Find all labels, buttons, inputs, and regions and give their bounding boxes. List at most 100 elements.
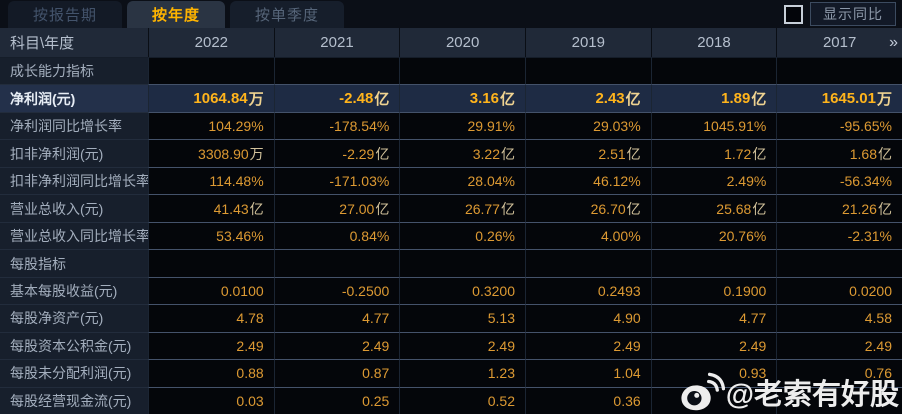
value-cell: 1.04 bbox=[524, 359, 651, 387]
unit-suffix: 亿 bbox=[752, 200, 767, 217]
value-cell: 4.90 bbox=[524, 304, 651, 332]
value-cell: 104.29% bbox=[148, 111, 274, 140]
year-header-2021: 2021 bbox=[273, 28, 400, 57]
table-row: 每股经营现金流(元) 0.03 0.25 0.52 0.36 bbox=[0, 386, 902, 414]
value-cell bbox=[273, 57, 400, 85]
unit-suffix: 亿 bbox=[249, 200, 264, 217]
tab-report-period[interactable]: 按报告期 bbox=[8, 1, 123, 28]
corner-label: 科目\年度 bbox=[10, 35, 75, 52]
value-cell: 29.03% bbox=[524, 111, 651, 140]
row-label: 扣非净利润(元) bbox=[0, 139, 148, 167]
table-row: 扣非净利润同比增长率 114.48% -171.03% 28.04% 46.12% 2.4… bbox=[0, 166, 902, 195]
row-label: 营业总收入(元) bbox=[0, 194, 148, 222]
tab-annual[interactable]: 按年度 bbox=[127, 1, 226, 28]
value-cell: 27.00 亿 bbox=[273, 194, 400, 222]
value-cell: 0.1900 bbox=[650, 276, 777, 305]
value-cell: -178.54% bbox=[273, 111, 400, 140]
table-row: 每股未分配利润(元) 0.88 0.87 1.23 1.04 0.93 0.76 bbox=[0, 359, 902, 387]
section-row: 成长能力指标 bbox=[0, 57, 902, 85]
unit-suffix: 亿 bbox=[500, 200, 515, 217]
unit-suffix: 万 bbox=[248, 91, 264, 109]
year-header-2018: 2018 bbox=[650, 28, 777, 57]
row-label: 每股资本公积金(元) bbox=[0, 331, 148, 360]
value-cell: 0.2493 bbox=[524, 276, 651, 305]
table-row: 营业总收入(元) 41.43 亿 27.00 亿 26.77 亿 26.70 亿 25.68 亿 21… bbox=[0, 194, 902, 222]
value-cell bbox=[273, 249, 400, 277]
value-cell: 1064.84 万 bbox=[148, 84, 274, 112]
year-header-2020: 2020 bbox=[399, 28, 525, 57]
unit-suffix: 亿 bbox=[626, 200, 641, 217]
value-cell: 2.49 bbox=[148, 331, 274, 360]
value-cell bbox=[399, 249, 525, 277]
value-cell: 0.87 bbox=[273, 359, 400, 387]
section-label: 每股指标 bbox=[0, 249, 148, 277]
value-cell: 0.3200 bbox=[399, 276, 525, 305]
value-cell: 0.36 bbox=[524, 386, 651, 414]
value-cell: 0.0200 bbox=[776, 276, 902, 305]
show-yoy-label[interactable]: 显示同比 bbox=[810, 2, 896, 26]
value-cell bbox=[524, 249, 651, 277]
table-row: 扣非净利润(元) 3308.90 万 -2.29 亿 3.22 亿 2.51 亿 1.72 亿 1.6… bbox=[0, 139, 902, 167]
row-label: 每股净资产(元) bbox=[0, 304, 148, 332]
value-cell: 2.49 bbox=[650, 331, 777, 360]
table-row: 每股净资产(元) 4.78 4.77 5.13 4.90 4.77 4.58 bbox=[0, 304, 902, 332]
year-header-2019: 2019 bbox=[524, 28, 651, 57]
table-row: 每股资本公积金(元) 2.49 2.49 2.49 2.49 2.49 2.49 bbox=[0, 331, 902, 360]
value-cell: 25.68 亿 bbox=[650, 194, 777, 222]
table-row: 净利润同比增长率 104.29% -178.54% 29.91% 29.03% 1045.… bbox=[0, 111, 902, 140]
tab-single-quarter[interactable]: 按单季度 bbox=[230, 1, 345, 28]
value-cell bbox=[776, 386, 902, 414]
unit-suffix: 亿 bbox=[626, 145, 641, 162]
value-cell: 2.49 bbox=[273, 331, 400, 360]
value-cell: 2.49 bbox=[776, 331, 902, 360]
value-cell bbox=[776, 249, 902, 277]
value-cell bbox=[776, 57, 902, 85]
value-cell: 4.77 bbox=[273, 304, 400, 332]
table-header-row: 科目\年度 2022 2021 2020 2019 2018 2017 » bbox=[0, 28, 902, 57]
value-cell: 0.52 bbox=[399, 386, 525, 414]
section-label: 成长能力指标 bbox=[0, 57, 148, 85]
section-row: 每股指标 bbox=[0, 249, 902, 277]
value-cell: 2.51 亿 bbox=[524, 139, 651, 167]
value-cell: 1645.01 万 bbox=[776, 84, 902, 112]
show-yoy-checkbox[interactable] bbox=[784, 4, 803, 24]
value-cell: 1.89 亿 bbox=[650, 84, 777, 112]
value-cell: 28.04% bbox=[399, 166, 525, 195]
table-row: 营业总收入同比增长率 53.46% 0.84% 0.26% 4.00% 20.76% -2.… bbox=[0, 221, 902, 250]
value-cell: -171.03% bbox=[273, 166, 400, 195]
value-cell: 0.76 bbox=[776, 359, 902, 387]
value-cell: 3.22 亿 bbox=[399, 139, 525, 167]
unit-suffix: 亿 bbox=[500, 145, 515, 162]
unit-suffix: 亿 bbox=[751, 91, 767, 109]
value-cell bbox=[524, 57, 651, 85]
table-row: 净利润(元) 1064.84 万 -2.48 亿 3.16 亿 2.43 亿 1.89 亿 1645.… bbox=[0, 84, 902, 112]
period-tabbar: 按报告期 按年度 按单季度 显示同比 bbox=[0, 0, 902, 28]
value-cell: -2.31% bbox=[776, 221, 902, 250]
value-cell: 1.72 亿 bbox=[650, 139, 777, 167]
value-cell: -56.34% bbox=[776, 166, 902, 195]
unit-suffix: 万 bbox=[249, 145, 264, 162]
unit-suffix: 亿 bbox=[625, 91, 641, 109]
value-cell: 20.76% bbox=[650, 221, 777, 250]
value-cell bbox=[399, 57, 525, 85]
value-cell: 26.70 亿 bbox=[524, 194, 651, 222]
row-label: 每股经营现金流(元) bbox=[0, 386, 148, 414]
unit-suffix: 亿 bbox=[374, 91, 390, 109]
row-label: 每股未分配利润(元) bbox=[0, 359, 148, 387]
row-label: 净利润(元) bbox=[0, 84, 148, 112]
value-cell: 1045.91% bbox=[650, 111, 777, 140]
value-cell: 2.49 bbox=[399, 331, 525, 360]
unit-suffix: 万 bbox=[876, 91, 892, 109]
value-cell: 4.58 bbox=[776, 304, 902, 332]
value-cell: 0.03 bbox=[148, 386, 274, 414]
value-cell: 0.93 bbox=[650, 359, 777, 387]
value-cell: -2.29 亿 bbox=[273, 139, 400, 167]
value-cell bbox=[650, 386, 777, 414]
unit-suffix: 亿 bbox=[375, 200, 390, 217]
table-row: 基本每股收益(元) 0.0100 -0.2500 0.3200 0.2493 0.1900… bbox=[0, 276, 902, 305]
value-cell: 3308.90 万 bbox=[148, 139, 274, 167]
row-label: 扣非净利润同比增长率 bbox=[0, 166, 150, 195]
value-cell: -2.48 亿 bbox=[273, 84, 400, 112]
more-years-chevron-icon[interactable]: » bbox=[889, 33, 898, 51]
value-cell: -95.65% bbox=[776, 111, 902, 140]
